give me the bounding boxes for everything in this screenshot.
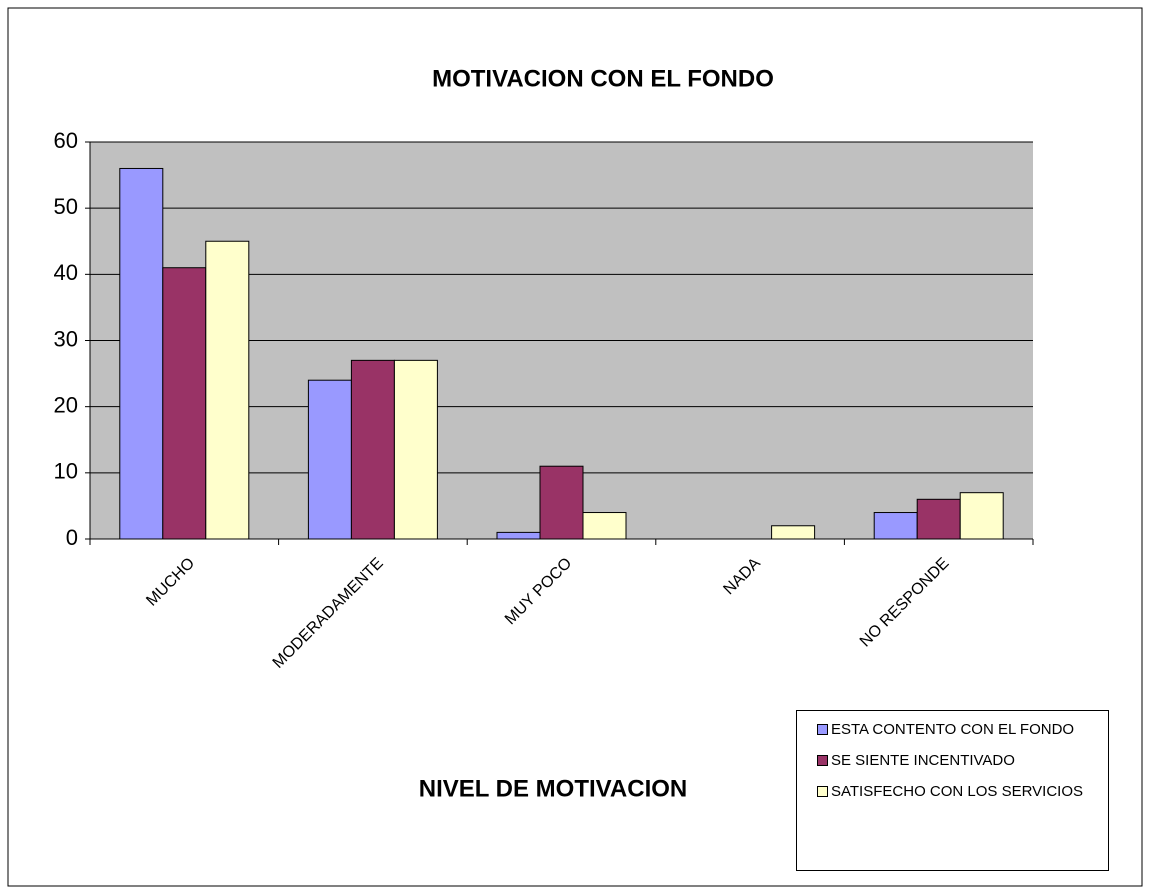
legend-label: SE SIENTE INCENTIVADO	[831, 752, 1015, 769]
bar	[350, 359, 395, 540]
bar	[205, 240, 250, 540]
legend-item: ESTA CONTENTO CON EL FONDO	[817, 719, 1100, 740]
bar	[771, 525, 816, 540]
legend-swatch	[817, 724, 828, 735]
bar	[393, 359, 438, 540]
y-tick-label: 50	[54, 194, 78, 219]
legend-item: SE SIENTE INCENTIVADO	[817, 750, 1100, 771]
bar	[959, 492, 1004, 540]
legend-item: SATISFECHO CON LOS SERVICIOS	[817, 781, 1100, 802]
bar	[162, 267, 207, 540]
y-tick-label: 10	[54, 459, 78, 484]
legend: ESTA CONTENTO CON EL FONDO SE SIENTE INCE…	[796, 710, 1109, 871]
y-tick-label: 40	[54, 260, 78, 285]
y-tick-label: 30	[54, 326, 78, 351]
bar	[873, 512, 918, 540]
bar	[119, 167, 164, 540]
bar	[496, 531, 541, 540]
bar	[916, 498, 961, 540]
legend-label: SATISFECHO CON LOS SERVICIOS	[831, 783, 1083, 800]
y-tick-label: 20	[54, 392, 78, 417]
legend-swatch	[817, 755, 828, 766]
chart-title: MOTIVACION CON EL FONDO	[432, 65, 774, 92]
legend-label: ESTA CONTENTO CON EL FONDO	[831, 721, 1075, 738]
legend-swatch	[817, 786, 828, 797]
bar	[307, 379, 352, 540]
y-tick-label: 0	[66, 525, 78, 550]
bar	[582, 512, 627, 540]
x-axis-title: NIVEL DE MOTIVACION	[419, 775, 687, 802]
y-tick-label: 60	[54, 128, 78, 153]
bar	[539, 465, 584, 540]
